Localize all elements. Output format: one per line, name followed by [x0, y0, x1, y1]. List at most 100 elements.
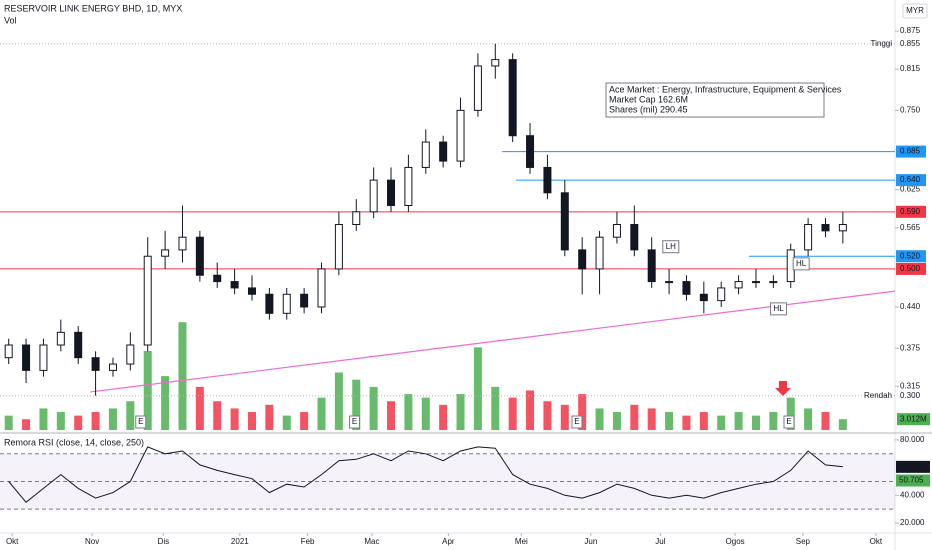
candle-body	[560, 192, 569, 251]
volume-bar	[56, 412, 65, 430]
candle-body	[74, 331, 83, 359]
volume-bar	[595, 408, 604, 430]
candle-body	[543, 166, 552, 194]
annotation-label: HL	[796, 259, 807, 268]
candle-body	[56, 331, 65, 346]
level-badge	[896, 250, 926, 263]
volume-bar	[543, 401, 552, 430]
candle-body	[699, 293, 708, 302]
y-tick-label: 0.440	[900, 302, 921, 311]
volume-bar	[665, 412, 674, 430]
rsi-tick-label: 20.000	[900, 518, 925, 527]
level-note: Rendah	[864, 391, 892, 400]
level-label: 0.500	[900, 264, 921, 273]
volume-bar	[404, 394, 413, 430]
candle-body	[421, 141, 430, 168]
volume-bar	[612, 412, 621, 430]
earnings-marker	[571, 415, 583, 429]
candle-body	[647, 249, 656, 283]
candle-body	[526, 135, 535, 168]
volume-bar	[647, 408, 656, 430]
annotation-box	[770, 302, 788, 316]
annotation-label: HL	[773, 304, 784, 313]
x-tick-label: Apr	[442, 537, 455, 546]
level-label: 0.685	[900, 147, 921, 156]
candle-body	[734, 281, 743, 289]
candle-body	[265, 293, 274, 314]
volume-bar	[334, 372, 343, 430]
level-label: 0.855	[900, 39, 921, 48]
volume-bar	[352, 379, 361, 430]
rsi-line	[8, 446, 843, 503]
rsi-marker-label: 50.705	[899, 476, 924, 485]
rsi-marker	[896, 474, 930, 487]
earnings-marker	[349, 415, 361, 429]
level-badge	[896, 174, 926, 187]
earnings-marker	[135, 415, 147, 429]
x-tick-label: Jun	[584, 537, 597, 546]
rsi-marker	[896, 460, 930, 473]
volume-bar	[369, 386, 378, 430]
currency-box[interactable]	[902, 3, 928, 19]
volume-bar	[717, 415, 726, 430]
volume-bar	[282, 415, 291, 430]
trendline	[90, 290, 896, 393]
candle-body	[317, 268, 326, 308]
volume-bar	[578, 394, 587, 430]
level-label: 0.590	[900, 207, 921, 216]
volume-bar	[560, 404, 569, 430]
x-tick-label: Jul	[655, 537, 665, 546]
candle-body	[769, 281, 778, 284]
level-note: Tinggi	[871, 39, 893, 48]
volume-title: Vol	[4, 15, 17, 25]
y-tick-label: 0.375	[900, 343, 921, 352]
volume-bar	[786, 397, 795, 430]
rsi-title: Remora RSI (close, 14, close, 250)	[4, 437, 144, 447]
candle-body	[91, 357, 100, 371]
candle-body	[300, 293, 309, 308]
candle-body	[612, 224, 621, 238]
candle-body	[195, 236, 204, 276]
volume-bar	[317, 397, 326, 430]
candle-body	[247, 287, 256, 295]
annotation-box	[662, 240, 680, 254]
volume-bar	[838, 419, 847, 430]
x-tick-label: 2021	[231, 537, 249, 546]
volume-bar	[699, 412, 708, 430]
candle-body	[369, 179, 378, 213]
candle-body	[595, 236, 604, 270]
volume-bar	[143, 350, 152, 430]
volume-bar	[265, 404, 274, 430]
candle-body	[578, 249, 587, 270]
candle-body	[108, 363, 117, 371]
level-label: 0.520	[900, 251, 921, 260]
candle-body	[4, 344, 13, 359]
candle-body	[804, 224, 813, 251]
y-tick-label: 0.565	[900, 223, 921, 232]
volume-bar	[213, 401, 222, 430]
volume-bar	[526, 390, 535, 430]
volume-bar	[421, 397, 430, 430]
volume-bar	[22, 419, 31, 430]
volume-bar	[300, 412, 309, 430]
volume-bar	[508, 397, 517, 430]
info-line: Market Cap 162.6M	[609, 94, 688, 104]
earnings-label: E	[352, 417, 357, 426]
candle-body	[630, 224, 639, 251]
x-tick-label: Okt	[6, 537, 19, 546]
x-tick-label: Nov	[85, 537, 99, 546]
info-line: Shares (mil) 290.45	[609, 104, 688, 114]
volume-bar	[804, 408, 813, 430]
volume-bar	[630, 404, 639, 430]
candle-body	[282, 293, 291, 314]
x-tick-label: Mei	[515, 537, 528, 546]
level-label: 0.640	[900, 175, 921, 184]
volume-label-bg	[897, 413, 930, 426]
volume-bar	[195, 386, 204, 430]
level-badge	[896, 205, 926, 218]
volume-last-label: 3.012M	[900, 414, 927, 423]
candle-body	[334, 224, 343, 270]
volume-bar	[91, 412, 100, 430]
